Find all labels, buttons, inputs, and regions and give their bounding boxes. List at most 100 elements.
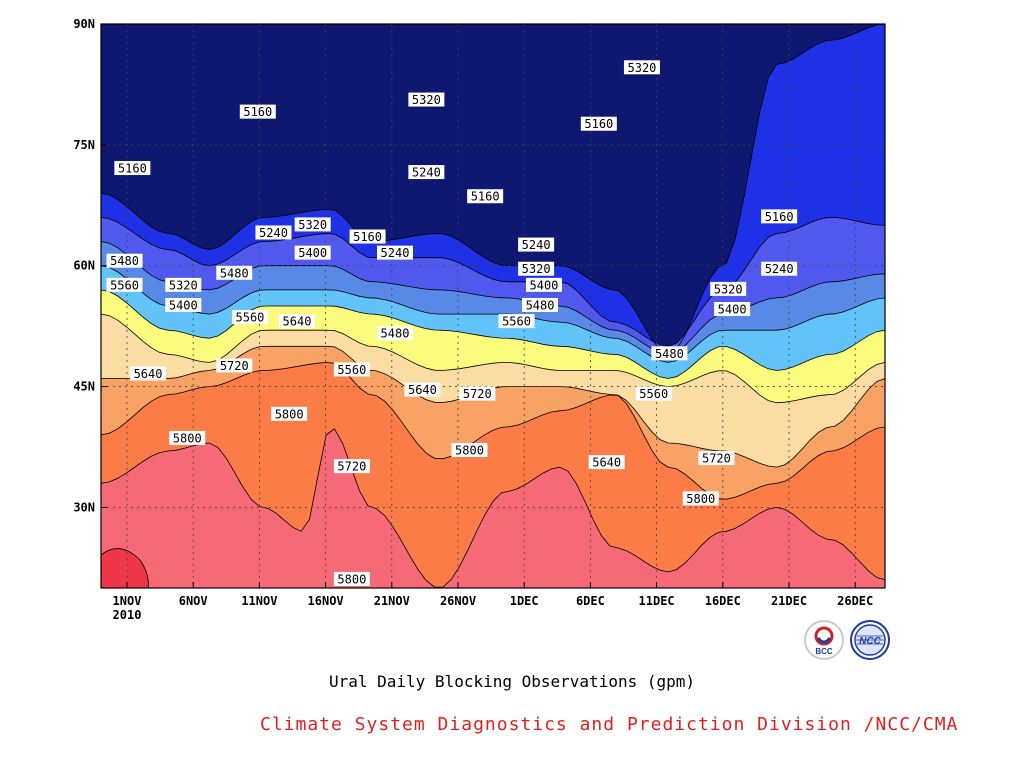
credit-line: Climate System Diagnostics and Predictio… — [260, 714, 959, 735]
contour-label: 5160 — [349, 229, 386, 244]
contour-label: 5480 — [216, 265, 253, 280]
contour-label: 5640 — [279, 314, 315, 329]
x-tick-label: 26DEC — [837, 594, 873, 608]
x-tick-label: 6DEC — [576, 594, 605, 608]
contour-label: 5320 — [408, 92, 445, 107]
contour-label: 5560 — [498, 314, 535, 329]
contour-label: 5160 — [114, 161, 151, 176]
contour-label: 5160 — [761, 209, 798, 224]
contour-label: 5160 — [239, 104, 276, 119]
contour-label: 5800 — [451, 443, 488, 458]
contour-line — [100, 313, 886, 404]
svg-text:5640: 5640 — [283, 315, 312, 329]
contour-label: 5560 — [106, 277, 143, 292]
svg-text:5240: 5240 — [522, 238, 551, 252]
contour-labels: 5160 5160 5160 5160 5160 5160 5240 5240 5240 5240… — [106, 60, 798, 586]
x-tick-label: 26NOV — [440, 594, 476, 608]
svg-text:5400: 5400 — [718, 303, 747, 317]
svg-text:5160: 5160 — [471, 190, 500, 204]
svg-text:5480: 5480 — [526, 299, 555, 313]
svg-text:5480: 5480 — [381, 327, 410, 341]
x-tick-label: 16NOV — [308, 594, 344, 608]
x-tick-label: 1NOV — [113, 594, 142, 608]
contour-label: 5720 — [216, 358, 253, 373]
contour-fills — [100, 24, 885, 589]
contour-label: 5240 — [377, 245, 413, 260]
contour-label: 5240 — [518, 237, 555, 252]
contour-label: 5720 — [333, 459, 370, 474]
svg-text:5560: 5560 — [110, 278, 139, 292]
x-tick-label: 21NOV — [374, 594, 410, 608]
contour-label: 5800 — [169, 430, 206, 445]
contour-line — [100, 362, 886, 500]
contour-label: 5560 — [635, 386, 672, 401]
contour-label: 5480 — [522, 298, 559, 313]
svg-text:5720: 5720 — [337, 460, 366, 474]
x-year-label: 2010 — [113, 608, 142, 622]
contour-line — [100, 241, 886, 355]
contour-label: 5480 — [106, 253, 143, 268]
svg-text:5800: 5800 — [455, 444, 484, 458]
contour-label: 5560 — [231, 310, 268, 325]
contour-label: 5640 — [130, 366, 167, 381]
svg-text:5400: 5400 — [169, 299, 198, 313]
x-tick-label: 16DEC — [705, 594, 741, 608]
svg-text:5160: 5160 — [765, 210, 794, 224]
svg-text:5800: 5800 — [275, 407, 304, 421]
svg-text:5720: 5720 — [220, 359, 249, 373]
y-tick-label: 90N — [73, 17, 95, 31]
contour-label: 5800 — [333, 571, 370, 586]
contour-label: 5320 — [710, 281, 747, 296]
svg-text:5800: 5800 — [686, 492, 715, 506]
svg-text:5320: 5320 — [298, 218, 327, 232]
contour-label: 5240 — [408, 165, 445, 180]
svg-text:5480: 5480 — [110, 254, 139, 268]
svg-text:5560: 5560 — [639, 387, 668, 401]
svg-text:5720: 5720 — [463, 387, 492, 401]
contour-fill-band — [100, 548, 149, 589]
svg-text:5160: 5160 — [118, 162, 147, 176]
contour-line — [100, 289, 886, 379]
contour-chart: 1NOV 6NOV 11NOV 16NOV 21NOV 26NOV 1DEC 6DEC 11DE… — [73, 17, 886, 622]
svg-text:5560: 5560 — [236, 311, 265, 325]
y-tick-label: 30N — [73, 500, 95, 514]
svg-text:5400: 5400 — [530, 278, 559, 292]
svg-text:5240: 5240 — [259, 226, 288, 240]
contour-line — [100, 23, 886, 355]
svg-text:5160: 5160 — [243, 105, 272, 119]
svg-text:5160: 5160 — [584, 117, 613, 131]
svg-text:5320: 5320 — [412, 93, 441, 107]
x-tick-label: 1DEC — [510, 594, 539, 608]
contour-label: 5640 — [588, 455, 625, 470]
contour-label: 5400 — [165, 298, 202, 313]
contour-line — [100, 265, 886, 363]
svg-text:5480: 5480 — [655, 347, 684, 361]
ncc-logo: NCC — [850, 620, 890, 660]
svg-text:5560: 5560 — [337, 363, 366, 377]
contour-label: 5720 — [459, 386, 496, 401]
contour-fill-band — [101, 428, 885, 588]
svg-text:5320: 5320 — [628, 61, 657, 75]
contour-label: 5400 — [714, 302, 751, 317]
svg-text:5240: 5240 — [765, 262, 794, 276]
svg-text:5560: 5560 — [502, 315, 531, 329]
svg-text:5240: 5240 — [412, 166, 441, 180]
svg-text:5320: 5320 — [169, 278, 198, 292]
svg-text:5320: 5320 — [522, 262, 551, 276]
contour-label: 5800 — [682, 491, 719, 506]
svg-text:5800: 5800 — [173, 431, 202, 445]
svg-text:5320: 5320 — [714, 282, 743, 296]
bcc-logo: BCC — [804, 620, 844, 660]
contour-label: 5480 — [651, 346, 688, 361]
svg-text:5240: 5240 — [381, 246, 410, 260]
x-tick-label: 11DEC — [639, 594, 675, 608]
svg-text:5160: 5160 — [353, 230, 382, 244]
y-tick-label: 45N — [73, 380, 95, 394]
svg-text:5640: 5640 — [408, 383, 437, 397]
contour-label: 5560 — [333, 362, 370, 377]
ncc-logo-text: NCC — [859, 636, 881, 647]
svg-text:5640: 5640 — [592, 456, 621, 470]
contour-label: 5400 — [294, 245, 331, 260]
contour-label: 5160 — [467, 189, 504, 204]
contour-label: 5240 — [761, 261, 798, 276]
